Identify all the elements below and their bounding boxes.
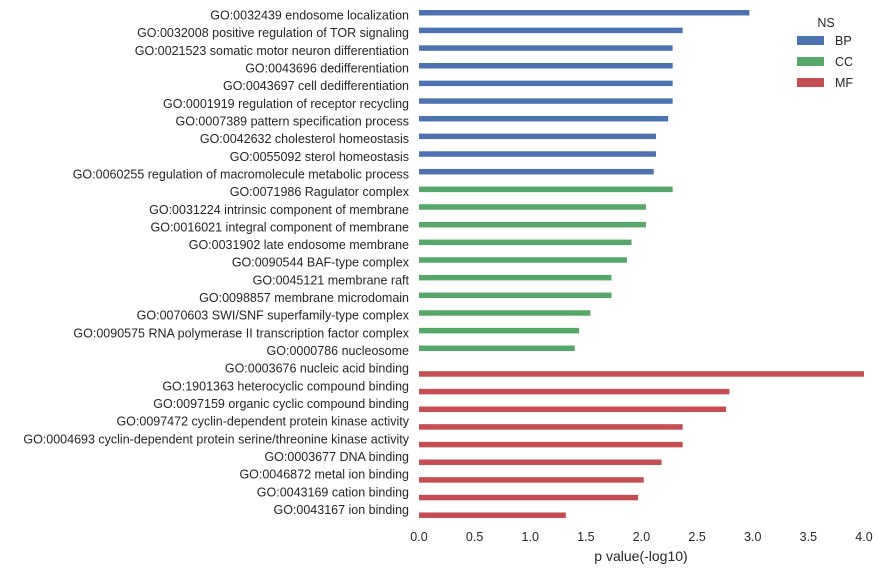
bar-cc <box>419 345 575 352</box>
y-tick-label: GO:0070603 SWI/SNF superfamily-type comp… <box>137 309 410 323</box>
x-tick-label: 0.5 <box>466 530 483 544</box>
y-tick-label: GO:0046872 metal ion binding <box>239 468 409 482</box>
y-tick-label: GO:0060255 regulation of macromolecule m… <box>73 167 409 181</box>
y-tick-label: GO:0043167 ion binding <box>273 503 409 517</box>
y-tick-label: GO:0000786 nucleosome <box>267 344 410 358</box>
y-tick-label: GO:0097472 cyclin-dependent protein kina… <box>116 415 409 429</box>
bar-mf <box>419 512 566 518</box>
bar-mf <box>419 388 730 395</box>
legend-title: NS <box>817 16 834 30</box>
y-tick-label: GO:0090544 BAF-type complex <box>232 256 410 270</box>
x-tick-label: 4.0 <box>855 530 872 544</box>
y-tick-label: GO:0032008 positive regulation of TOR si… <box>137 26 409 40</box>
y-tick-label: GO:0007389 pattern specification process <box>176 114 409 128</box>
x-tick-label: 0.0 <box>410 530 427 544</box>
bar-cc <box>419 239 632 246</box>
y-tick-label: GO:1901363 heterocyclic compound binding <box>162 379 409 393</box>
y-tick-label: GO:0021523 somatic motor neuron differen… <box>135 44 409 58</box>
bar-bp <box>419 98 673 104</box>
y-tick-label: GO:0045121 membrane raft <box>253 273 410 287</box>
bar-bp <box>419 10 750 16</box>
bar-mf <box>419 441 683 448</box>
bar-bp <box>419 27 683 34</box>
y-tick-label: GO:0003677 DNA binding <box>264 450 409 464</box>
bar-cc <box>419 292 612 299</box>
bar-cc <box>419 274 612 281</box>
bar-mf <box>419 424 683 430</box>
x-tick-label: 1.0 <box>522 530 539 544</box>
bar-mf <box>419 371 864 377</box>
legend-swatch-cc <box>797 57 824 66</box>
y-tick-label: GO:0016021 integral component of membran… <box>151 220 410 234</box>
y-tick-label: GO:0043696 dedifferentiation <box>245 61 409 75</box>
bar-mf <box>419 494 639 501</box>
x-tick-labels: 0.0 0.5 1.0 1.5 2.0 2.5 3.0 3.5 4.0 <box>410 530 872 544</box>
bar-bp <box>419 80 673 87</box>
y-tick-label: GO:0032439 endosome localization <box>210 9 409 23</box>
y-tick-label: GO:0031224 intrinsic component of membra… <box>149 203 409 217</box>
y-tick-label: GO:0043169 cation binding <box>257 485 409 499</box>
bar-cc <box>419 257 628 263</box>
bar-mf <box>419 477 644 483</box>
x-axis-label: p value(-log10) <box>594 548 687 564</box>
y-tick-label: GO:0097159 organic cyclic compound bindi… <box>153 397 409 411</box>
bar-cc <box>419 310 591 316</box>
bar-bp <box>419 115 669 122</box>
x-tick-label: 3.5 <box>800 530 817 544</box>
y-tick-labels: GO:0032439 endosome localization GO:00320… <box>23 9 409 517</box>
legend-label-bp: BP <box>835 34 852 48</box>
x-tick-label: 2.5 <box>688 530 705 544</box>
bar-mf <box>419 459 662 465</box>
bar-bp <box>419 45 673 51</box>
legend-swatch-bp <box>797 36 824 45</box>
x-tick-label: 3.0 <box>744 530 761 544</box>
bar-bp <box>419 133 656 140</box>
bar-bp <box>419 62 673 69</box>
bar-cc <box>419 327 580 334</box>
bar-cc <box>419 204 646 210</box>
x-tick-label: 2.0 <box>633 530 650 544</box>
legend-label-mf: MF <box>835 76 853 90</box>
bar-bp <box>419 151 656 157</box>
y-tick-label: GO:0001919 regulation of receptor recycl… <box>163 97 409 111</box>
x-tick-label: 1.5 <box>577 530 594 544</box>
y-tick-label: GO:0055092 sterol homeostasis <box>230 150 409 164</box>
legend-swatch-mf <box>797 78 824 87</box>
bars <box>419 10 864 518</box>
y-tick-label: GO:0042632 cholesterol homeostasis <box>200 132 409 146</box>
bar-bp <box>419 168 654 175</box>
legend-label-cc: CC <box>835 55 853 69</box>
y-tick-label: GO:0098857 membrane microdomain <box>199 291 409 305</box>
bar-mf <box>419 406 727 413</box>
bar-cc <box>419 221 646 228</box>
y-tick-label: GO:0004693 cyclin-dependent protein seri… <box>23 432 409 446</box>
y-tick-label: GO:0090575 RNA polymerase II transcripti… <box>73 326 409 340</box>
y-tick-label: GO:0003676 nucleic acid binding <box>225 362 409 376</box>
y-tick-label: GO:0031902 late endosome membrane <box>189 238 409 252</box>
y-tick-label: GO:0071986 Ragulator complex <box>230 185 410 199</box>
y-tick-label: GO:0043697 cell dedifferentiation <box>223 79 409 93</box>
bar-cc <box>419 186 673 193</box>
